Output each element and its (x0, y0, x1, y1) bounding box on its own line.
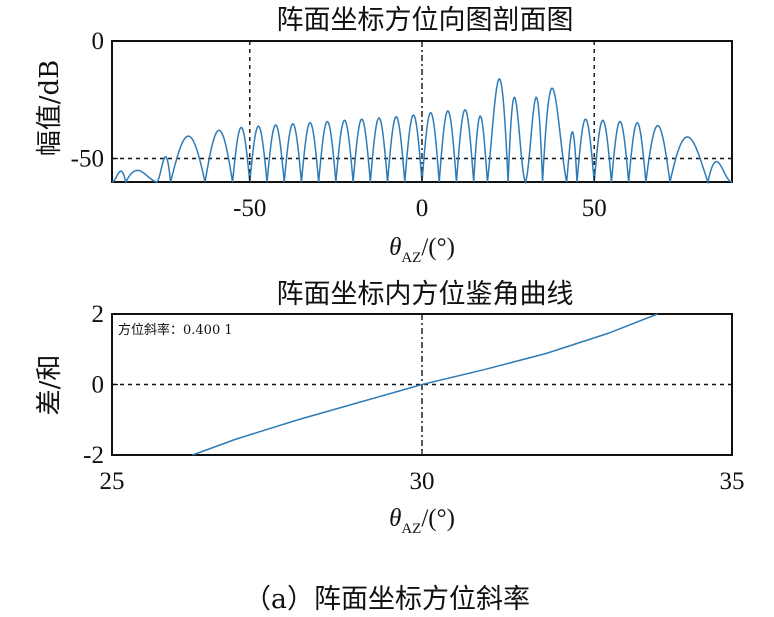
discriminator-y-ticks: -2 0 2 (83, 301, 118, 469)
pattern-y-tick-label: -50 (71, 146, 104, 173)
discriminator-x-tick-label: 25 (100, 468, 125, 495)
discriminator-chart-title: 阵面坐标内方位鉴角曲线 (277, 279, 574, 310)
discriminator-chart: 阵面坐标内方位鉴角曲线 方位斜率：0.400 1 25 30 35 -2 0 2 差/和… (35, 279, 745, 537)
discriminator-series-line (192, 313, 658, 456)
discriminator-x-ticks: 25 30 35 (100, 449, 745, 495)
pattern-x-axis-subscript: AZ (401, 250, 421, 266)
pattern-chart: 阵面坐标方位向图剖面图 -50 0 50 -50 0 幅值/dB θAZ/(°) (35, 5, 733, 266)
discriminator-x-axis-symbol: θ (389, 505, 401, 532)
slope-annotation: 方位斜率：0.400 1 (118, 322, 233, 338)
discriminator-y-tick-label: 2 (92, 301, 105, 328)
pattern-x-tick-label: -50 (233, 195, 266, 222)
pattern-reference-lines (112, 41, 732, 182)
discriminator-x-axis-suffix: /(°) (421, 505, 455, 532)
pattern-x-ticks: -50 0 50 (233, 176, 607, 222)
pattern-y-axis-label: 幅值/dB (35, 60, 65, 157)
discriminator-y-axis-label: 差/和 (35, 355, 65, 416)
discriminator-x-axis-subscript: AZ (401, 521, 421, 537)
discriminator-y-tick-label: 0 (92, 372, 105, 399)
discriminator-x-axis-label: θAZ/(°) (389, 505, 455, 537)
pattern-x-axis-label: θAZ/(°) (389, 234, 455, 266)
pattern-y-ticks: -50 0 (71, 28, 118, 173)
pattern-y-tick-label: 0 (92, 28, 105, 55)
pattern-x-tick-label: 50 (582, 195, 607, 222)
discriminator-x-tick-label: 35 (720, 468, 745, 495)
pattern-x-axis-suffix: /(°) (421, 234, 455, 261)
pattern-x-tick-label: 0 (416, 195, 429, 222)
discriminator-x-tick-label: 30 (410, 468, 435, 495)
pattern-x-axis-symbol: θ (389, 234, 401, 261)
pattern-chart-title: 阵面坐标方位向图剖面图 (277, 5, 574, 36)
figure-caption: （a）阵面坐标方位斜率 (244, 584, 530, 615)
discriminator-y-tick-label: -2 (83, 442, 104, 469)
